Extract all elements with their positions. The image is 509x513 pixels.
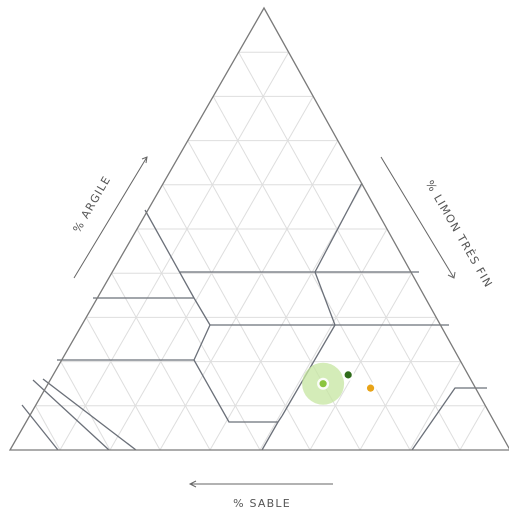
data-point [319, 380, 327, 388]
grid-line-sand [187, 140, 361, 451]
zone-boundary [32, 379, 110, 451]
clay-axis-arrow [73, 156, 148, 279]
sand-axis-arrowhead [188, 480, 197, 488]
zone-boundary [144, 209, 279, 451]
data-point [366, 384, 375, 392]
texture-zone-boundaries [21, 182, 487, 451]
zone-boundary [21, 404, 59, 451]
grid-line-sand [85, 317, 161, 451]
grid-line-silt [359, 317, 437, 451]
zone-boundary [42, 378, 137, 451]
silt-axis-label: % LIMON TRÈS FIN [423, 178, 495, 290]
grid-line-silt [309, 272, 413, 451]
clay-axis-arrowhead [141, 156, 148, 164]
zone-boundary [411, 387, 487, 451]
grid-line-sand [136, 228, 261, 451]
clay-axis-label: % ARGILE [70, 173, 113, 235]
triangle-outline [8, 6, 509, 451]
grid-line-silt [409, 361, 462, 451]
data-point [344, 371, 352, 379]
silt-axis-arrow [380, 156, 455, 279]
grid-line-sand [34, 405, 61, 451]
data-points [302, 362, 377, 405]
grid-line-silt [159, 140, 339, 451]
grid-line-sand [60, 361, 111, 451]
zone-boundary [314, 182, 363, 273]
grid-line-sand [238, 51, 461, 451]
silt-axis-arrowhead [447, 271, 456, 279]
sand-axis-label: % SABLE [233, 497, 291, 510]
grid-line-silt [459, 405, 486, 451]
grid-lines [34, 51, 486, 451]
grid-line-silt [59, 51, 290, 451]
zone-boundary [277, 415, 283, 423]
grid-line-silt [259, 228, 388, 451]
grid-line-sand [111, 272, 211, 451]
zone-boundary [180, 271, 336, 326]
